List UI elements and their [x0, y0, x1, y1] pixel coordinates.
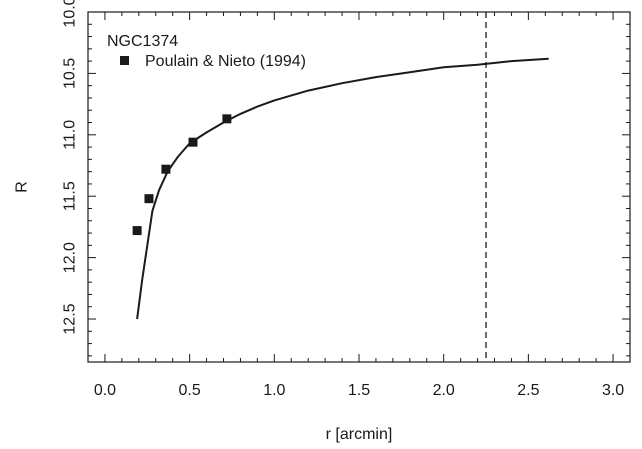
legend-marker-square	[120, 56, 129, 65]
x-axis-label: r [arcmin]	[326, 426, 393, 443]
y-axis-label: R	[14, 181, 31, 193]
y-tick-label: 11.0	[62, 120, 79, 150]
data-point	[188, 137, 198, 147]
y-tick-label: 10.5	[62, 58, 79, 89]
legend-annotation: NGC1374	[107, 33, 178, 50]
x-tick-label: 1.0	[263, 382, 285, 399]
x-tick-label: 2.0	[433, 382, 455, 399]
data-point	[144, 194, 154, 204]
data-point	[132, 226, 142, 236]
x-tick-label: 1.5	[348, 382, 370, 399]
x-tick-label: 0.0	[94, 382, 116, 399]
model-curve	[136, 57, 549, 320]
y-tick-label: 12.0	[62, 242, 79, 273]
data-point	[161, 164, 171, 174]
y-tick-label: 10.0	[62, 0, 79, 28]
legend-entry-label: Poulain & Nieto (1994)	[145, 53, 306, 70]
data-point	[222, 114, 232, 124]
x-tick-label: 0.5	[179, 382, 201, 399]
x-tick-label: 2.5	[517, 382, 539, 399]
y-tick-label: 12.5	[62, 303, 79, 334]
x-tick-label: 3.0	[602, 382, 624, 399]
y-tick-label: 11.5	[62, 181, 79, 211]
